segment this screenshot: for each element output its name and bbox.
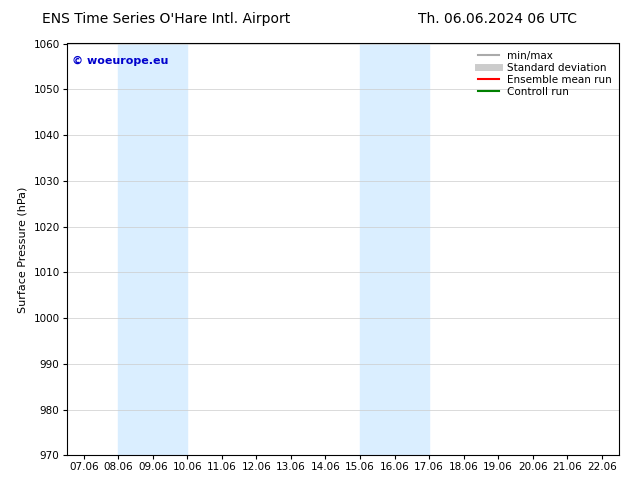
Legend: min/max, Standard deviation, Ensemble mean run, Controll run: min/max, Standard deviation, Ensemble me…	[474, 47, 616, 101]
Y-axis label: Surface Pressure (hPa): Surface Pressure (hPa)	[18, 186, 28, 313]
Text: © woeurope.eu: © woeurope.eu	[72, 56, 169, 66]
Text: Th. 06.06.2024 06 UTC: Th. 06.06.2024 06 UTC	[418, 12, 577, 26]
Bar	[360, 44, 429, 455]
Bar	[119, 44, 188, 455]
Text: ENS Time Series O'Hare Intl. Airport: ENS Time Series O'Hare Intl. Airport	[42, 12, 290, 26]
